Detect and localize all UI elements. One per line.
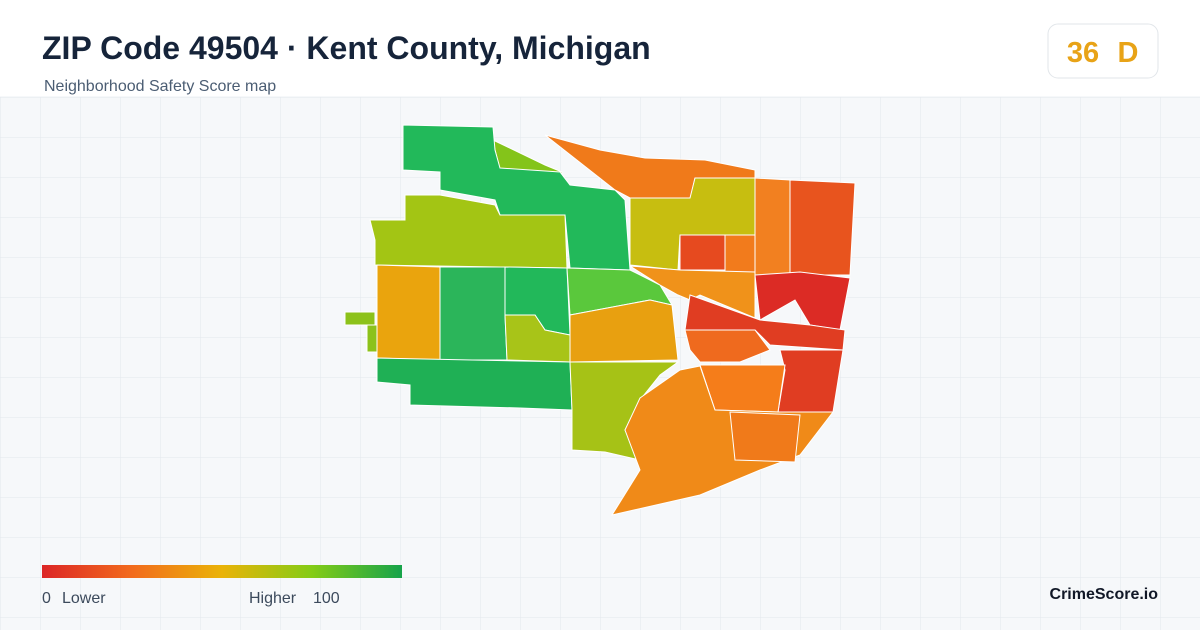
- score-value: 36: [1067, 37, 1099, 69]
- brand: CrimeScore.io: [1050, 586, 1159, 603]
- header-bg: [0, 0, 1200, 96]
- legend-min-label: Lower: [62, 590, 106, 607]
- zip-map: [344, 124, 856, 516]
- legend-gradient: [42, 565, 402, 578]
- legend-max: 100: [313, 590, 340, 607]
- subtitle: Neighborhood Safety Score map: [44, 78, 276, 95]
- legend-min: 0: [42, 590, 51, 607]
- title: ZIP Code 49504 · Kent County, Michigan: [42, 30, 651, 66]
- legend-max-label: Higher: [249, 590, 297, 607]
- score-badge: [1047, 23, 1159, 79]
- score-grade: D: [1118, 37, 1139, 69]
